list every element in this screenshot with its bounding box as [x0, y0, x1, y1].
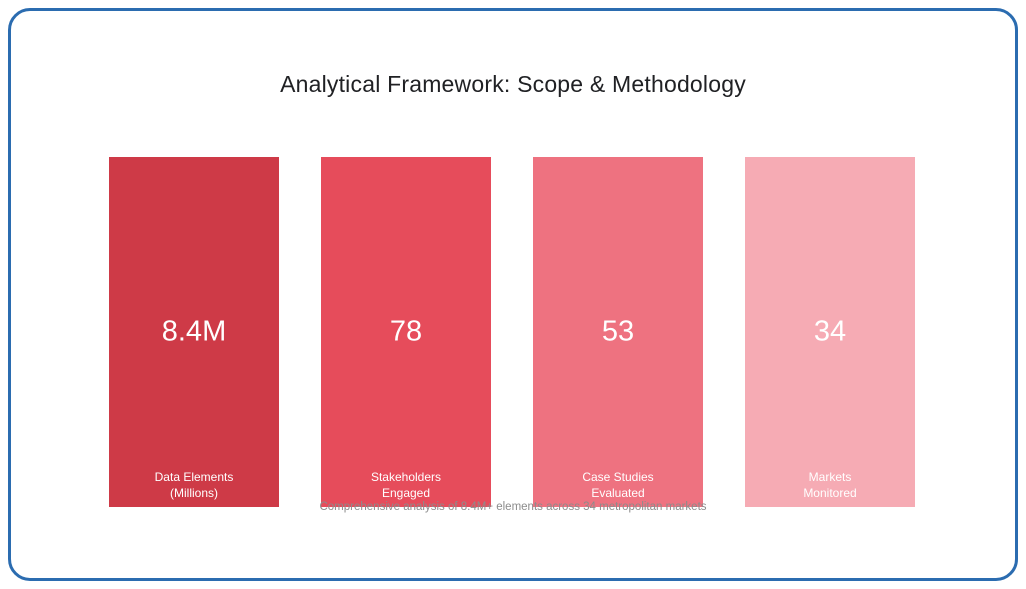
- stat-card-data-elements: 8.4M Data Elements (Millions): [109, 157, 279, 507]
- footnote-caption: Comprehensive analysis of 8.4M+ elements…: [319, 501, 707, 513]
- stat-value: 34: [813, 315, 847, 348]
- stat-label-line2: Engaged: [381, 485, 431, 500]
- stat-value: 78: [389, 315, 423, 348]
- stat-card-case-studies: 53 Case Studies Evaluated: [533, 157, 703, 507]
- stat-label-line1: Markets: [808, 470, 852, 484]
- stat-label: Data Elements (Millions): [109, 470, 279, 501]
- stat-value: 53: [601, 315, 635, 348]
- stat-value: 8.4M: [161, 315, 227, 348]
- stat-label-line1: Stakeholders: [370, 470, 442, 484]
- page-title: Analytical Framework: Scope & Methodolog…: [280, 71, 746, 97]
- stat-label-line1: Case Studies: [582, 470, 654, 484]
- stat-label-line1: Data Elements: [154, 470, 234, 484]
- stat-card-markets: 34 Markets Monitored: [745, 157, 915, 507]
- stat-label: Case Studies Evaluated: [533, 470, 703, 501]
- stat-label: Markets Monitored: [745, 470, 915, 501]
- stat-label-line2: Monitored: [803, 485, 857, 500]
- stat-label-line2: (Millions): [170, 485, 218, 500]
- stat-label: Stakeholders Engaged: [321, 470, 491, 501]
- stat-cards-row: 8.4M Data Elements (Millions) 78 Stakeho…: [109, 157, 915, 507]
- stat-card-stakeholders: 78 Stakeholders Engaged: [321, 157, 491, 507]
- stat-label-line2: Evaluated: [591, 485, 645, 500]
